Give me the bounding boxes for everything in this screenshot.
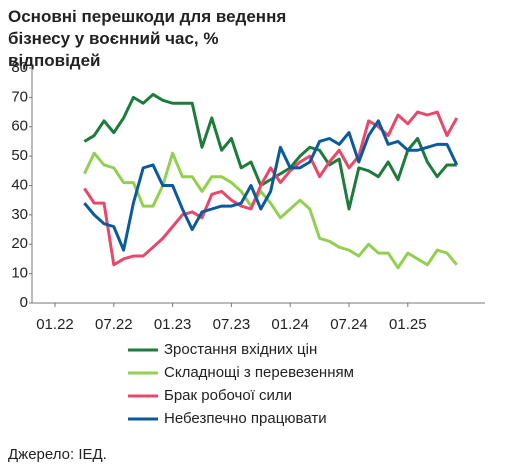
series-line [83,151,458,270]
legend-label: Складнощі з перевезенням [164,364,354,381]
y-tick-label: 0 [20,294,28,311]
x-tick-label: 01.22 [36,316,74,333]
y-tick-label: 20 [11,235,28,252]
series-line [83,110,459,267]
x-tick-label: 07.22 [95,316,133,333]
x-tick-label: 01.24 [271,316,309,333]
chart: 0 10 20 30 40 50 60 70 80 01.22 07.22 01.23 07.23 01.… [11,59,485,427]
series-line [83,119,459,252]
y-tick-label: 40 [11,176,28,193]
y-tick-label: 30 [11,206,28,223]
y-tick-label: 60 [11,118,28,135]
y-tick-label: 80 [11,59,28,76]
y-tick-label: 10 [11,265,28,282]
x-tick-label: 07.24 [330,316,368,333]
legend-label: Зростання вхідних цін [164,341,317,358]
legend-label: Небезпечно працювати [164,410,327,427]
y-tick-label: 50 [11,147,28,164]
x-tick-label: 01.25 [389,316,427,333]
x-tick-label: 01.23 [154,316,192,333]
series-line [83,92,457,211]
x-tick-label: 07.23 [213,316,251,333]
source: Джерело: ІЕД. [8,446,107,463]
legend-label: Брак робочої сили [164,387,292,404]
y-tick-label: 70 [11,88,28,105]
chart-title: Основні перешкоди для ведення бізнесу у … [8,7,287,70]
